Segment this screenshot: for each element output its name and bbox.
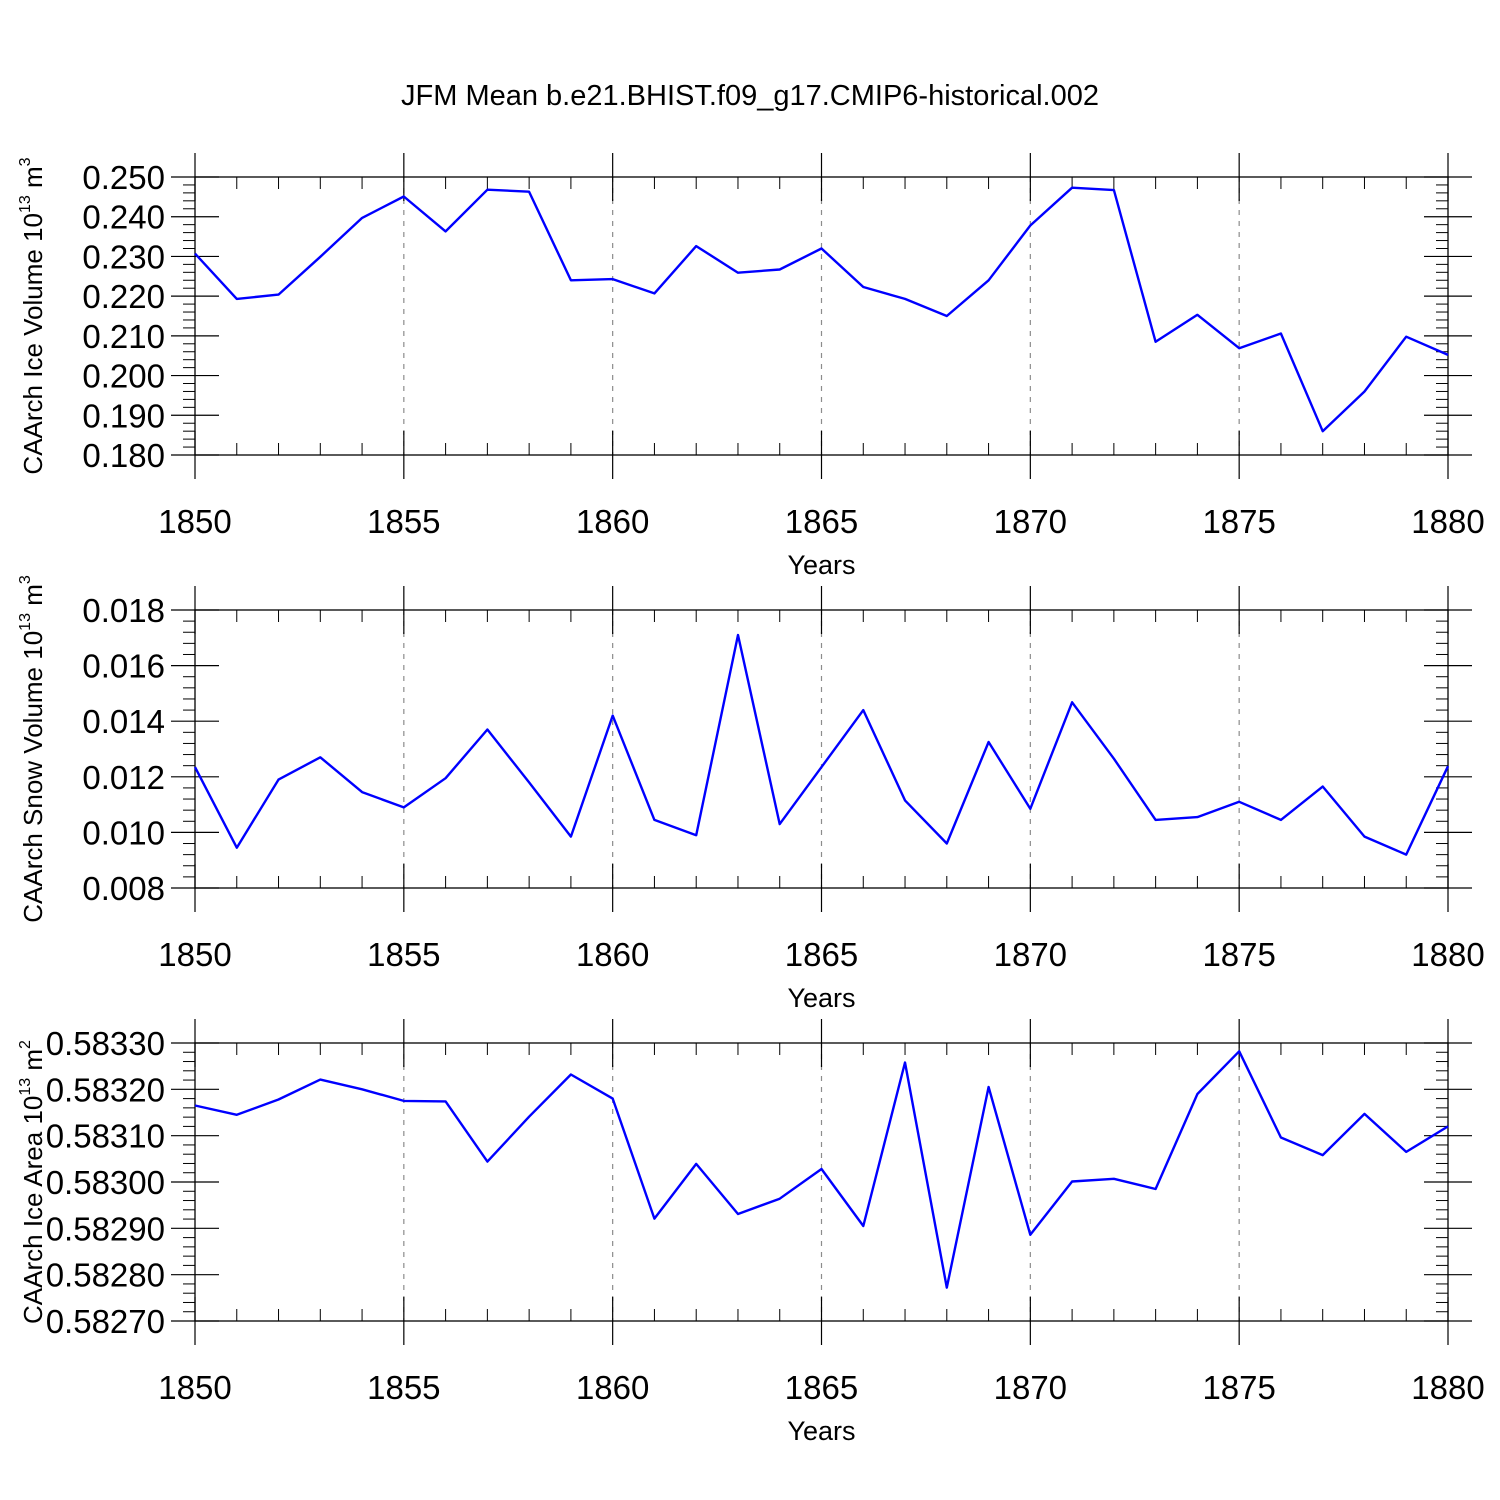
x-tick-label: 1875: [1202, 1369, 1275, 1406]
y-tick-label: 0.58310: [46, 1118, 165, 1155]
y-tick-label: 0.240: [82, 199, 165, 236]
y-axis-title: CAArch Ice Volume 1013 m3: [17, 157, 48, 474]
y-tick-label: 0.210: [82, 318, 165, 355]
x-tick-label: 1870: [994, 503, 1067, 540]
y-tick-label: 0.012: [82, 759, 165, 796]
y-tick-label: 0.014: [82, 703, 165, 740]
y-tick-label: 0.230: [82, 238, 165, 275]
x-tick-label: 1870: [994, 1369, 1067, 1406]
x-tick-label: 1850: [158, 503, 231, 540]
plot-frame: [194, 609, 1449, 889]
y-axis-title-unit: m: [18, 584, 48, 613]
x-axis-title: Years: [787, 550, 855, 580]
y-tick-label: 0.016: [82, 648, 165, 685]
x-tick-label: 1860: [576, 503, 649, 540]
x-tick-label: 1850: [158, 1369, 231, 1406]
x-tick-label: 1870: [994, 936, 1067, 973]
chart-title: JFM Mean b.e21.BHIST.f09_g17.CMIP6-histo…: [401, 80, 1099, 112]
y-tick-label: 0.58270: [46, 1303, 165, 1340]
x-tick-label: 1875: [1202, 936, 1275, 973]
x-tick-label: 1860: [576, 1369, 649, 1406]
y-tick-label: 0.180: [82, 437, 165, 474]
x-tick-label: 1865: [785, 503, 858, 540]
x-tick-label: 1860: [576, 936, 649, 973]
y-tick-label: 0.58300: [46, 1164, 165, 1201]
y-axis-title-unit: m: [18, 1049, 48, 1078]
x-tick-label: 1855: [367, 503, 440, 540]
y-tick-label: 0.008: [82, 870, 165, 907]
x-tick-label: 1850: [158, 936, 231, 973]
plot-frame: [194, 176, 1449, 456]
y-tick-label: 0.220: [82, 278, 165, 315]
x-tick-label: 1865: [785, 936, 858, 973]
y-axis-title-exponent: 13: [17, 1078, 34, 1096]
ice-volume-panel: 1850 1855 1860 1865 1870 1875 18800.1800.1900.…: [17, 153, 1485, 580]
ice-area-panel: 1850 1855 1860 1865 1870 1875 1880 0.58270 0.582…: [17, 1019, 1485, 1446]
x-tick-label: 1855: [367, 936, 440, 973]
series-line: [194, 1050, 1449, 1289]
x-tick-label: 1880: [1411, 1369, 1484, 1406]
y-axis-title-exponent: 13: [17, 195, 34, 213]
y-tick-label: 0.200: [82, 358, 165, 395]
x-tick-label: 1855: [367, 1369, 440, 1406]
y-tick-label: 0.58320: [46, 1071, 165, 1108]
x-tick-label: 1880: [1411, 936, 1484, 973]
y-axis-title-unit: m: [18, 166, 48, 195]
x-tick-label: 1880: [1411, 503, 1484, 540]
y-axis-title: CAArch Ice Area 1013 m2: [17, 1040, 48, 1324]
y-tick-label: 0.58290: [46, 1210, 165, 1247]
y-axis-title-exponent: 13: [17, 613, 34, 631]
y-tick-label: 0.58330: [46, 1025, 165, 1062]
plot-frame: [194, 1042, 1449, 1322]
y-axis-title-text: CAArch Snow Volume 10: [18, 631, 48, 923]
series-line: [194, 186, 1449, 433]
x-axis-title: Years: [787, 983, 855, 1013]
y-axis-title-unit-exponent: 3: [17, 157, 34, 166]
x-tick-label: 1865: [785, 1369, 858, 1406]
y-tick-label: 0.250: [82, 159, 165, 196]
snow-volume-panel: 1850 1855 1860 1865 1870 1875 1880 0.008 0.010 0.…: [17, 575, 1485, 1013]
y-tick-label: 0.58280: [46, 1257, 165, 1294]
y-tick-label: 0.010: [82, 814, 165, 851]
series-line: [193, 633, 1450, 856]
x-tick-label: 1875: [1202, 503, 1275, 540]
y-axis-title-text: CAArch Ice Area 10: [18, 1096, 48, 1324]
y-axis-title-unit-exponent: 3: [17, 575, 34, 584]
y-tick-label: 0.190: [82, 397, 165, 434]
x-axis-title: Years: [787, 1416, 855, 1446]
y-axis-title: CAArch Snow Volume 1013 m3: [17, 575, 48, 923]
y-axis-title-unit-exponent: 2: [17, 1040, 34, 1049]
y-tick-label: 0.018: [82, 592, 165, 629]
y-axis-title-text: CAArch Ice Volume 10: [18, 213, 48, 475]
